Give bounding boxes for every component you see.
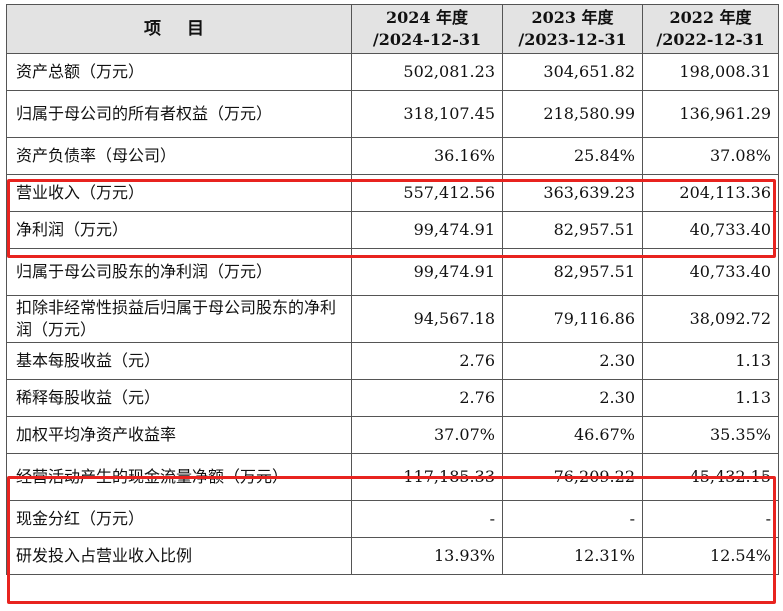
value-2022: 198,008.31 [642,53,779,91]
value-2023: 2.30 [502,342,643,380]
header-item: 项 目 [6,4,352,54]
table-row: 现金分红（万元） - - - [6,500,779,538]
value-2022: 12.54% [642,537,779,575]
value-2023: 79,116.86 [502,295,643,343]
value-2022: 37.08% [642,137,779,175]
financial-indicators-table: 项 目 2024 年度/2024-12-31 2023 年度/2023-12-3… [6,4,779,575]
value-2022: 38,092.72 [642,295,779,343]
header-row: 项 目 2024 年度/2024-12-31 2023 年度/2023-12-3… [6,4,779,54]
value-2023: 304,651.82 [502,53,643,91]
value-2022: 204,113.36 [642,174,779,212]
value-2024: 99,474.91 [351,211,503,249]
row-label: 归属于母公司股东的净利润（万元） [6,248,352,296]
value-2023: 218,580.99 [502,90,643,138]
row-label: 基本每股收益（元） [6,342,352,380]
value-2024: - [351,500,503,538]
header-2022: 2022 年度/2022-12-31 [642,4,779,54]
value-2022: 35.35% [642,416,779,454]
value-2022: 45,432.15 [642,453,779,501]
row-label: 资产负债率（母公司） [6,137,352,175]
row-label: 现金分红（万元） [6,500,352,538]
row-label: 加权平均净资产收益率 [6,416,352,454]
value-2024: 557,412.56 [351,174,503,212]
value-2022: 1.13 [642,379,779,417]
row-label: 研发投入占营业收入比例 [6,537,352,575]
value-2023: - [502,500,643,538]
header-2024: 2024 年度/2024-12-31 [351,4,503,54]
value-2024: 36.16% [351,137,503,175]
table-row: 归属于母公司的所有者权益（万元） 318,107.45 218,580.99 1… [6,90,779,138]
header-2023: 2023 年度/2023-12-31 [502,4,643,54]
value-2023: 82,957.51 [502,211,643,249]
table-row: 营业收入（万元） 557,412.56 363,639.23 204,113.3… [6,174,779,212]
value-2022: - [642,500,779,538]
table-row: 资产负债率（母公司） 36.16% 25.84% 37.08% [6,137,779,175]
value-2023: 76,209.22 [502,453,643,501]
row-label: 营业收入（万元） [6,174,352,212]
table-row: 研发投入占营业收入比例 13.93% 12.31% 12.54% [6,537,779,575]
table-row: 归属于母公司股东的净利润（万元） 99,474.91 82,957.51 40,… [6,248,779,296]
value-2024: 502,081.23 [351,53,503,91]
table-row: 基本每股收益（元） 2.76 2.30 1.13 [6,342,779,380]
value-2024: 2.76 [351,379,503,417]
table-row: 净利润（万元） 99,474.91 82,957.51 40,733.40 [6,211,779,249]
value-2024: 94,567.18 [351,295,503,343]
value-2024: 99,474.91 [351,248,503,296]
value-2024: 117,185.33 [351,453,503,501]
table-row: 加权平均净资产收益率 37.07% 46.67% 35.35% [6,416,779,454]
value-2022: 40,733.40 [642,248,779,296]
row-label: 扣除非经常性损益后归属于母公司股东的净利润（万元） [6,295,352,343]
table-row: 稀释每股收益（元） 2.76 2.30 1.13 [6,379,779,417]
table-row: 资产总额（万元） 502,081.23 304,651.82 198,008.3… [6,53,779,91]
row-label: 经营活动产生的现金流量净额（万元） [6,453,352,501]
value-2024: 2.76 [351,342,503,380]
value-2024: 318,107.45 [351,90,503,138]
row-label: 归属于母公司的所有者权益（万元） [6,90,352,138]
value-2023: 46.67% [502,416,643,454]
value-2023: 363,639.23 [502,174,643,212]
table-row: 经营活动产生的现金流量净额（万元） 117,185.33 76,209.22 4… [6,453,779,501]
value-2024: 37.07% [351,416,503,454]
table-row: 扣除非经常性损益后归属于母公司股东的净利润（万元） 94,567.18 79,1… [6,295,779,343]
row-label: 净利润（万元） [6,211,352,249]
value-2022: 1.13 [642,342,779,380]
row-label: 稀释每股收益（元） [6,379,352,417]
value-2024: 13.93% [351,537,503,575]
value-2023: 82,957.51 [502,248,643,296]
value-2023: 2.30 [502,379,643,417]
row-label: 资产总额（万元） [6,53,352,91]
value-2023: 12.31% [502,537,643,575]
value-2022: 40,733.40 [642,211,779,249]
value-2022: 136,961.29 [642,90,779,138]
value-2023: 25.84% [502,137,643,175]
